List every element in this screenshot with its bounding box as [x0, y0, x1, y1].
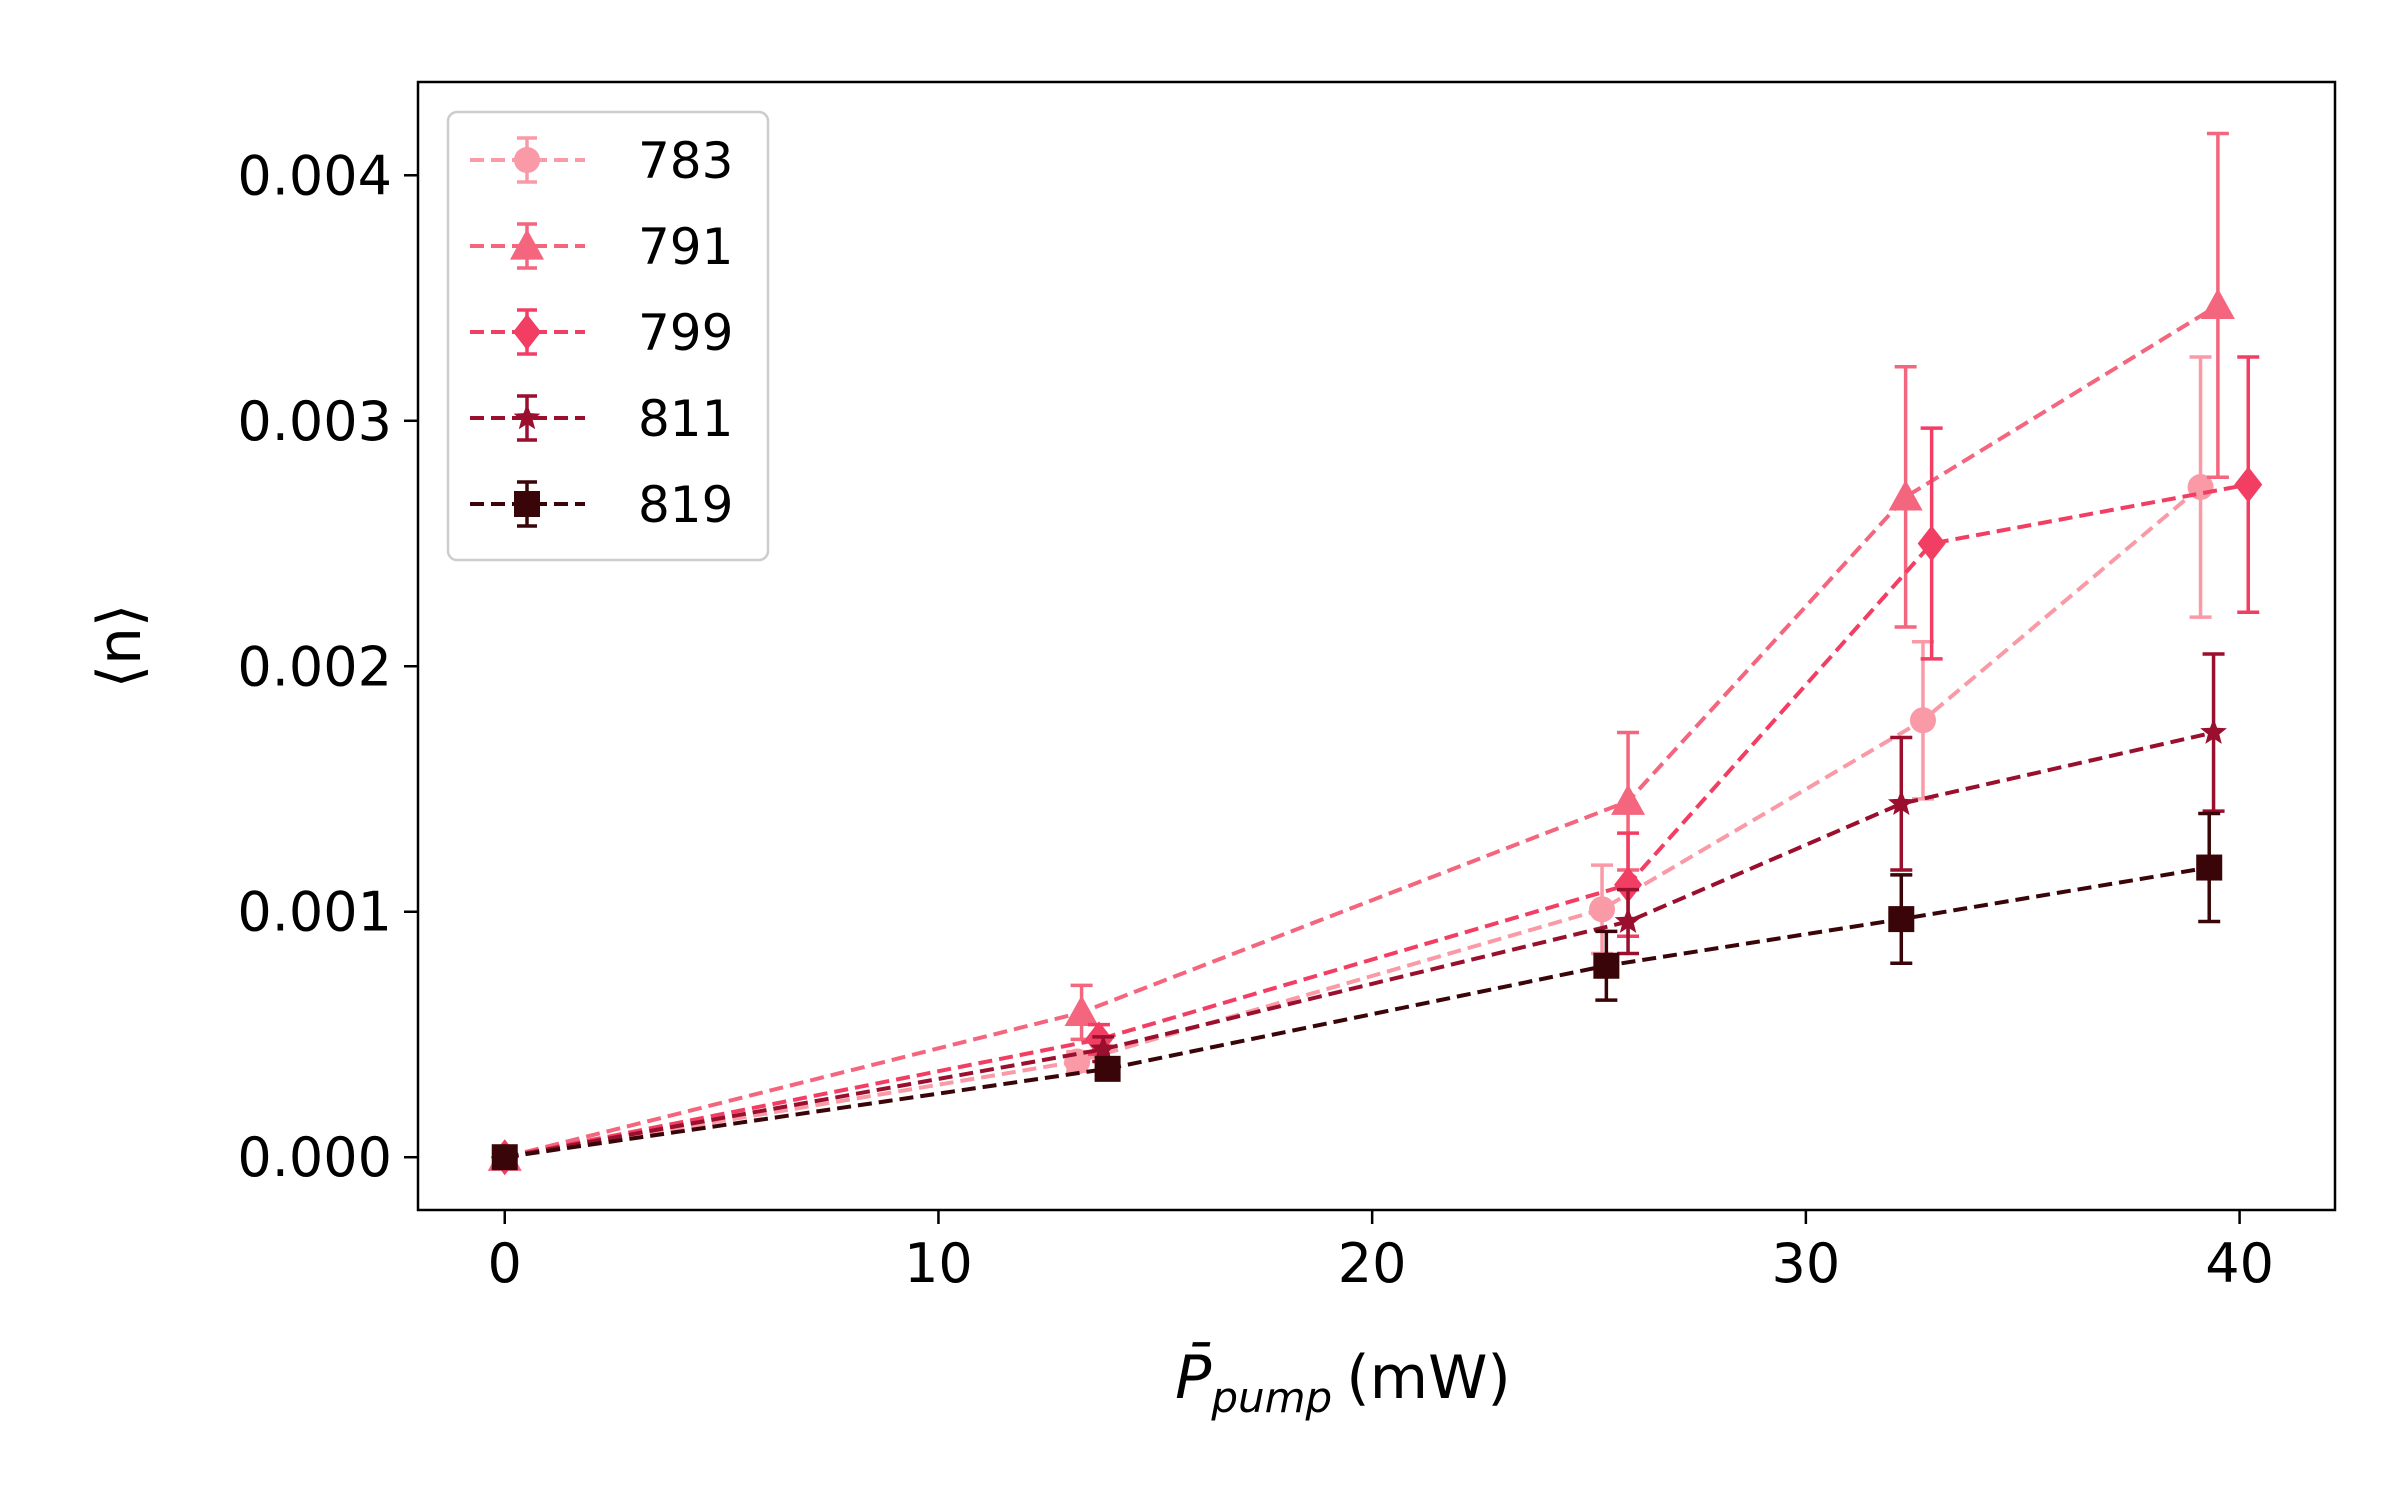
data-point — [491, 1144, 518, 1171]
legend-label: 799 — [638, 304, 733, 362]
x-axis-unit: (mW) — [1346, 1343, 1511, 1413]
data-point — [1089, 1035, 1117, 1061]
series-819 — [491, 811, 2223, 1171]
series-line — [504, 485, 2202, 1160]
legend: 783 791 799 811 819 — [446, 110, 770, 562]
x-tick-label: 10 — [904, 1232, 973, 1295]
legend-label: 791 — [638, 218, 733, 276]
data-point — [2196, 854, 2223, 881]
x-tick-label: 20 — [1338, 1232, 1407, 1295]
legend-label: 783 — [638, 132, 733, 190]
legend-label: 819 — [638, 476, 733, 534]
legend-marker — [513, 314, 541, 350]
series-811 — [491, 652, 2227, 1169]
data-point — [2200, 718, 2227, 744]
y-axis-title: ⟨n⟩ — [85, 604, 155, 689]
data-point — [1064, 995, 1099, 1026]
x-axis-symbol: P̄ — [1175, 1341, 1212, 1413]
axis-ticks: 0 10 20 30 40 0.000 0.001 0.002 0.003 0.004 — [237, 144, 2274, 1295]
y-tick-label: 0.003 — [237, 390, 392, 453]
data-point — [1909, 707, 1936, 734]
data-point — [1614, 907, 1642, 933]
legend-item-811: 811 — [470, 390, 733, 448]
data-point — [2234, 466, 2263, 503]
series-line — [504, 730, 2215, 1160]
x-axis-title: P̄pump (mW) — [1175, 1341, 1511, 1422]
axes-frame — [416, 80, 2337, 1212]
legend-item-783: 783 — [470, 132, 733, 190]
legend-marker — [514, 147, 540, 173]
y-tick-label: 0.000 — [237, 1126, 392, 1189]
data-point — [1614, 866, 1643, 903]
data-point — [1888, 906, 1915, 933]
legend-item-819: 819 — [470, 476, 733, 534]
data-point — [2200, 288, 2235, 319]
series-line — [504, 482, 2249, 1160]
legend-item-799: 799 — [470, 304, 733, 362]
data-point — [1094, 1055, 1121, 1082]
legend-label: 811 — [638, 390, 733, 448]
legend-marker — [510, 229, 544, 260]
data-point — [1589, 896, 1616, 923]
legend-marker — [513, 404, 541, 430]
y-tick-label: 0.002 — [237, 635, 392, 698]
y-tick-label: 0.001 — [237, 881, 392, 944]
x-tick-label: 30 — [1772, 1232, 1841, 1295]
data-point — [1917, 525, 1946, 562]
legend-item-791: 791 — [470, 218, 733, 276]
data-point — [1888, 789, 1915, 815]
x-tick-label: 40 — [2205, 1232, 2274, 1295]
data-point — [1888, 479, 1923, 511]
legend-marker — [514, 491, 540, 517]
data-point — [1593, 952, 1620, 979]
y-tick-label: 0.004 — [237, 144, 392, 207]
x-axis-subscript: pump — [1210, 1373, 1332, 1422]
plot-area — [487, 131, 2263, 1176]
x-tick-label: 0 — [488, 1232, 522, 1295]
data-point — [1611, 784, 1646, 815]
